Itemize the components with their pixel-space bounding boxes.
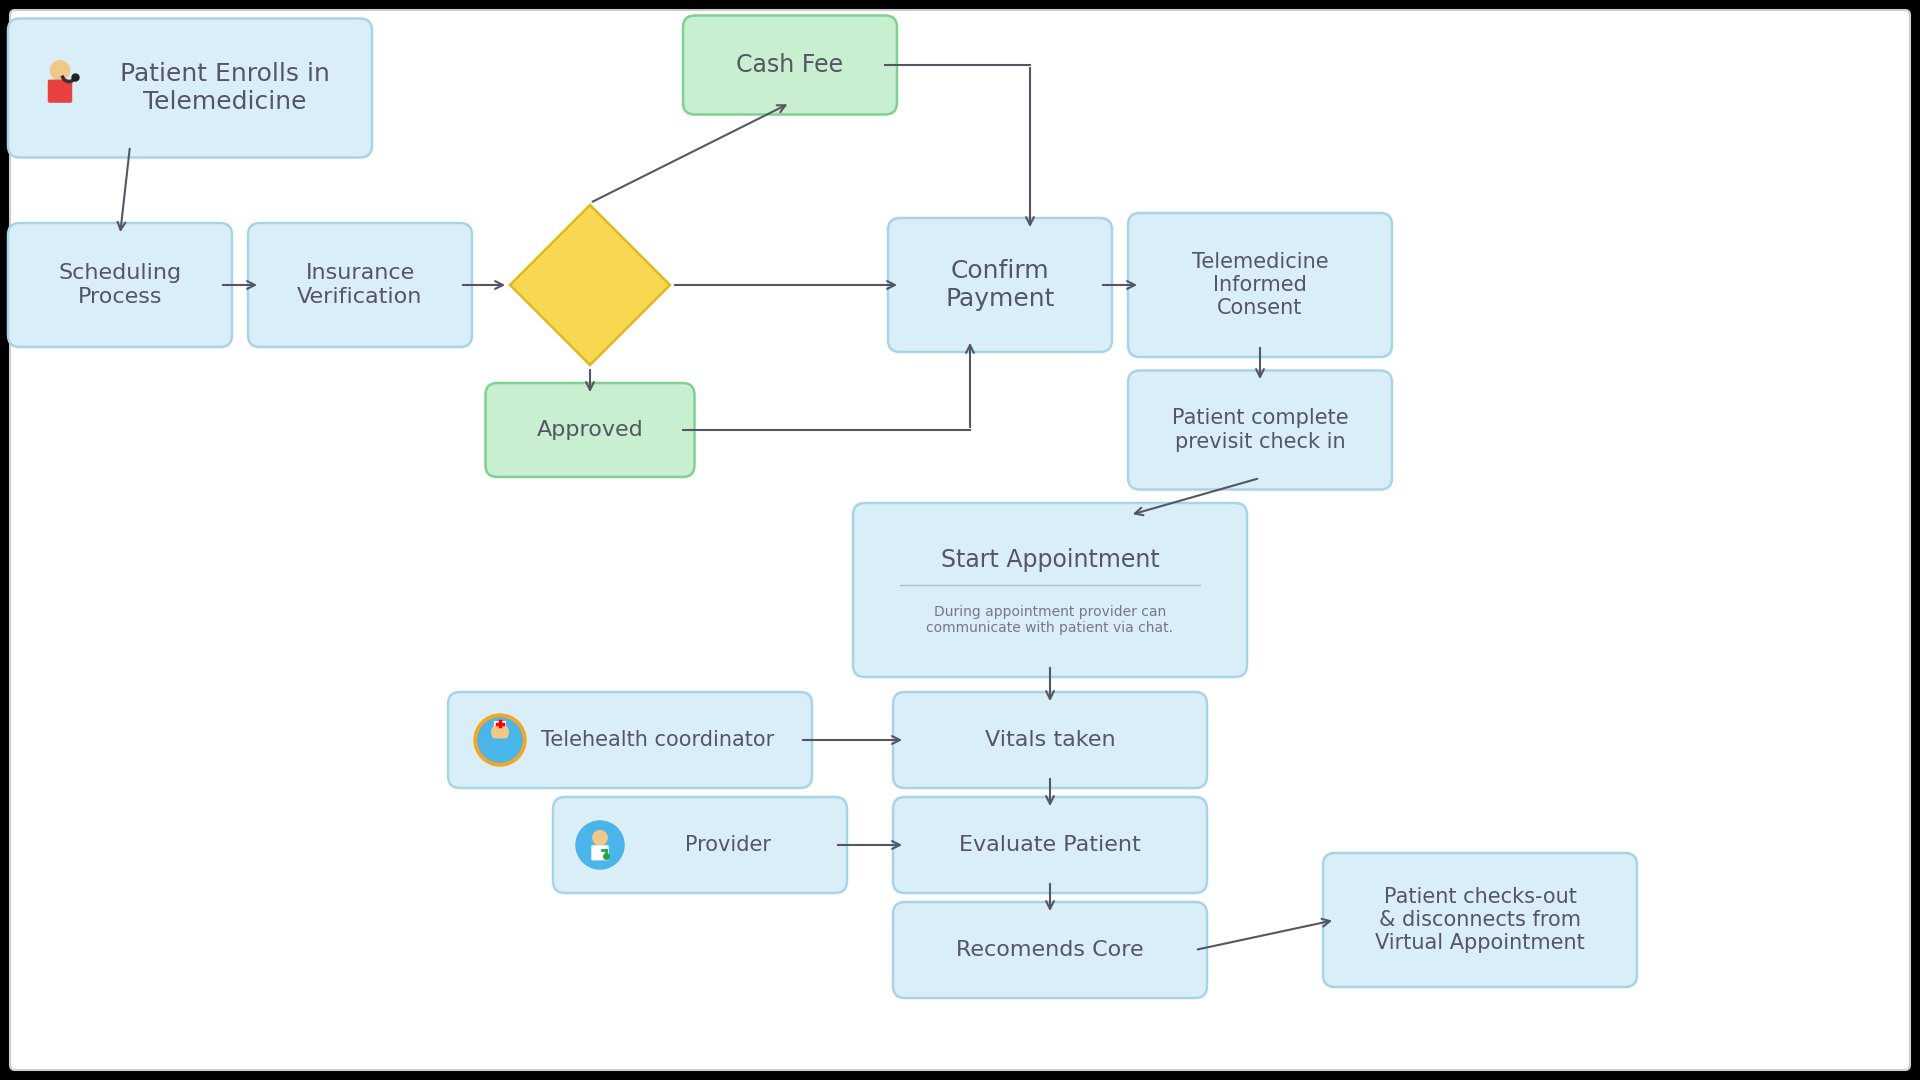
FancyBboxPatch shape bbox=[893, 692, 1208, 788]
FancyBboxPatch shape bbox=[10, 10, 1910, 1070]
FancyBboxPatch shape bbox=[8, 222, 232, 347]
Circle shape bbox=[474, 714, 526, 766]
Text: Patient checks-out
& disconnects from
Virtual Appointment: Patient checks-out & disconnects from Vi… bbox=[1375, 887, 1584, 954]
Circle shape bbox=[50, 60, 69, 80]
Text: Telemedicine
Informed
Consent: Telemedicine Informed Consent bbox=[1192, 252, 1329, 319]
FancyBboxPatch shape bbox=[490, 739, 511, 756]
Polygon shape bbox=[511, 205, 670, 365]
Text: Vitals taken: Vitals taken bbox=[985, 730, 1116, 750]
Text: Patient Enrolls in
Telemedicine: Patient Enrolls in Telemedicine bbox=[121, 62, 330, 113]
Text: Telehealth coordinator: Telehealth coordinator bbox=[541, 730, 774, 750]
FancyBboxPatch shape bbox=[591, 846, 609, 861]
Text: Scheduling
Process: Scheduling Process bbox=[58, 264, 182, 307]
Text: Patient complete
previsit check in: Patient complete previsit check in bbox=[1171, 408, 1348, 451]
FancyBboxPatch shape bbox=[486, 383, 695, 477]
Circle shape bbox=[593, 831, 607, 845]
Text: Recomends Core: Recomends Core bbox=[956, 940, 1144, 960]
FancyBboxPatch shape bbox=[893, 902, 1208, 998]
Text: Start Appointment: Start Appointment bbox=[941, 548, 1160, 572]
Text: Confirm
Payment: Confirm Payment bbox=[945, 259, 1054, 311]
Text: Provider: Provider bbox=[685, 835, 772, 855]
FancyBboxPatch shape bbox=[684, 15, 897, 114]
FancyBboxPatch shape bbox=[8, 18, 372, 158]
Text: During appointment provider can
communicate with patient via chat.: During appointment provider can communic… bbox=[927, 605, 1173, 635]
Text: Insurance
Verification: Insurance Verification bbox=[298, 264, 422, 307]
FancyBboxPatch shape bbox=[48, 80, 73, 103]
FancyBboxPatch shape bbox=[1323, 853, 1638, 987]
FancyBboxPatch shape bbox=[852, 503, 1246, 677]
FancyBboxPatch shape bbox=[553, 797, 847, 893]
Circle shape bbox=[478, 718, 522, 762]
FancyBboxPatch shape bbox=[447, 692, 812, 788]
FancyBboxPatch shape bbox=[493, 721, 505, 727]
Text: Approved: Approved bbox=[536, 420, 643, 440]
FancyBboxPatch shape bbox=[887, 218, 1112, 352]
FancyBboxPatch shape bbox=[1129, 213, 1392, 357]
FancyBboxPatch shape bbox=[893, 797, 1208, 893]
Text: Cash Fee: Cash Fee bbox=[737, 53, 843, 77]
FancyBboxPatch shape bbox=[1129, 370, 1392, 489]
FancyBboxPatch shape bbox=[248, 222, 472, 347]
Circle shape bbox=[492, 724, 509, 741]
Circle shape bbox=[576, 821, 624, 869]
Text: Evaluate Patient: Evaluate Patient bbox=[960, 835, 1140, 855]
